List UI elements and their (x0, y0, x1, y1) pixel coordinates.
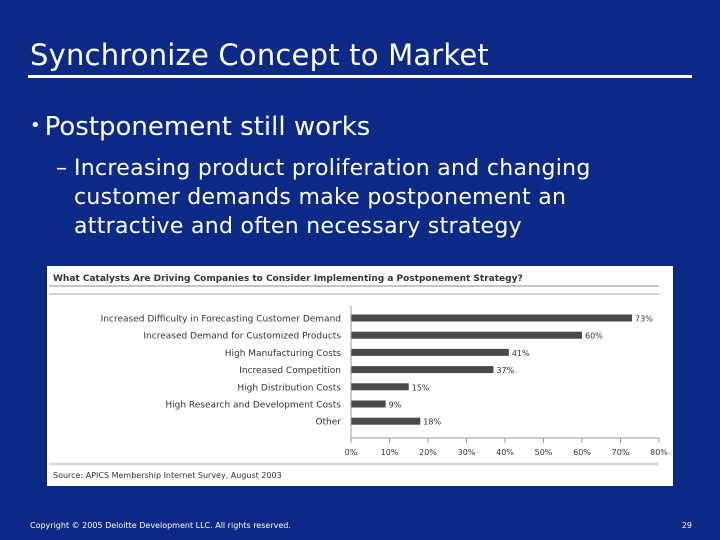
bar-value-label: 15% (412, 383, 430, 392)
x-tick-label: 0% (345, 448, 358, 457)
x-tick-label: 40% (496, 448, 514, 457)
x-tick-label: 70% (612, 448, 630, 457)
bar-value-label: 18% (423, 418, 441, 427)
chart-title: What Catalysts Are Driving Companies to … (53, 274, 523, 284)
x-tick-label: 50% (535, 448, 553, 457)
bar (351, 383, 409, 391)
bar-value-label: 73% (635, 315, 653, 324)
bar-value-label: 9% (389, 401, 402, 410)
category-label: High Distribution Costs (237, 383, 341, 393)
category-label: Other (315, 418, 341, 428)
bar (351, 348, 509, 356)
category-label: High Manufacturing Costs (225, 349, 342, 359)
bar (351, 417, 421, 425)
sub-bullet-item: – Increasing product proliferation and c… (56, 154, 678, 241)
bar-value-label: 60% (585, 332, 603, 341)
bullet-marker: • (30, 115, 41, 136)
bar (351, 366, 494, 374)
page-number: 29 (681, 521, 692, 530)
sub-bullet-text: Increasing product proliferation and cha… (74, 156, 591, 239)
bar (351, 400, 386, 408)
slide-title: Synchronize Concept to Market (30, 38, 489, 72)
x-tick-label: 10% (381, 448, 399, 457)
bar-value-label: 37% (496, 366, 514, 375)
x-tick-label: 30% (458, 448, 476, 457)
bullet-item: • Postponement still works (30, 112, 370, 142)
chart-source: Source: APICS Membership Internet Survey… (53, 471, 282, 480)
bar (351, 331, 582, 339)
bar (351, 314, 633, 322)
copyright-text: Copyright © 2005 Deloitte Development LL… (30, 521, 291, 530)
category-label: Increased Demand for Customized Products (143, 332, 341, 342)
category-label: High Research and Development Costs (165, 401, 341, 411)
bullet-text: Postponement still works (44, 112, 371, 142)
chart-panel: What Catalysts Are Driving Companies to … (47, 266, 673, 486)
bar-chart: What Catalysts Are Driving Companies to … (49, 274, 668, 480)
sub-bullet-marker: – (56, 156, 68, 181)
x-tick-label: 80% (650, 448, 668, 457)
x-tick-label: 60% (573, 448, 591, 457)
bar-value-label: 41% (512, 349, 530, 358)
category-label: Increased Competition (239, 366, 341, 376)
x-tick-label: 20% (419, 448, 437, 457)
category-label: Increased Difficulty in Forecasting Cust… (101, 315, 341, 325)
title-underline (28, 75, 692, 78)
